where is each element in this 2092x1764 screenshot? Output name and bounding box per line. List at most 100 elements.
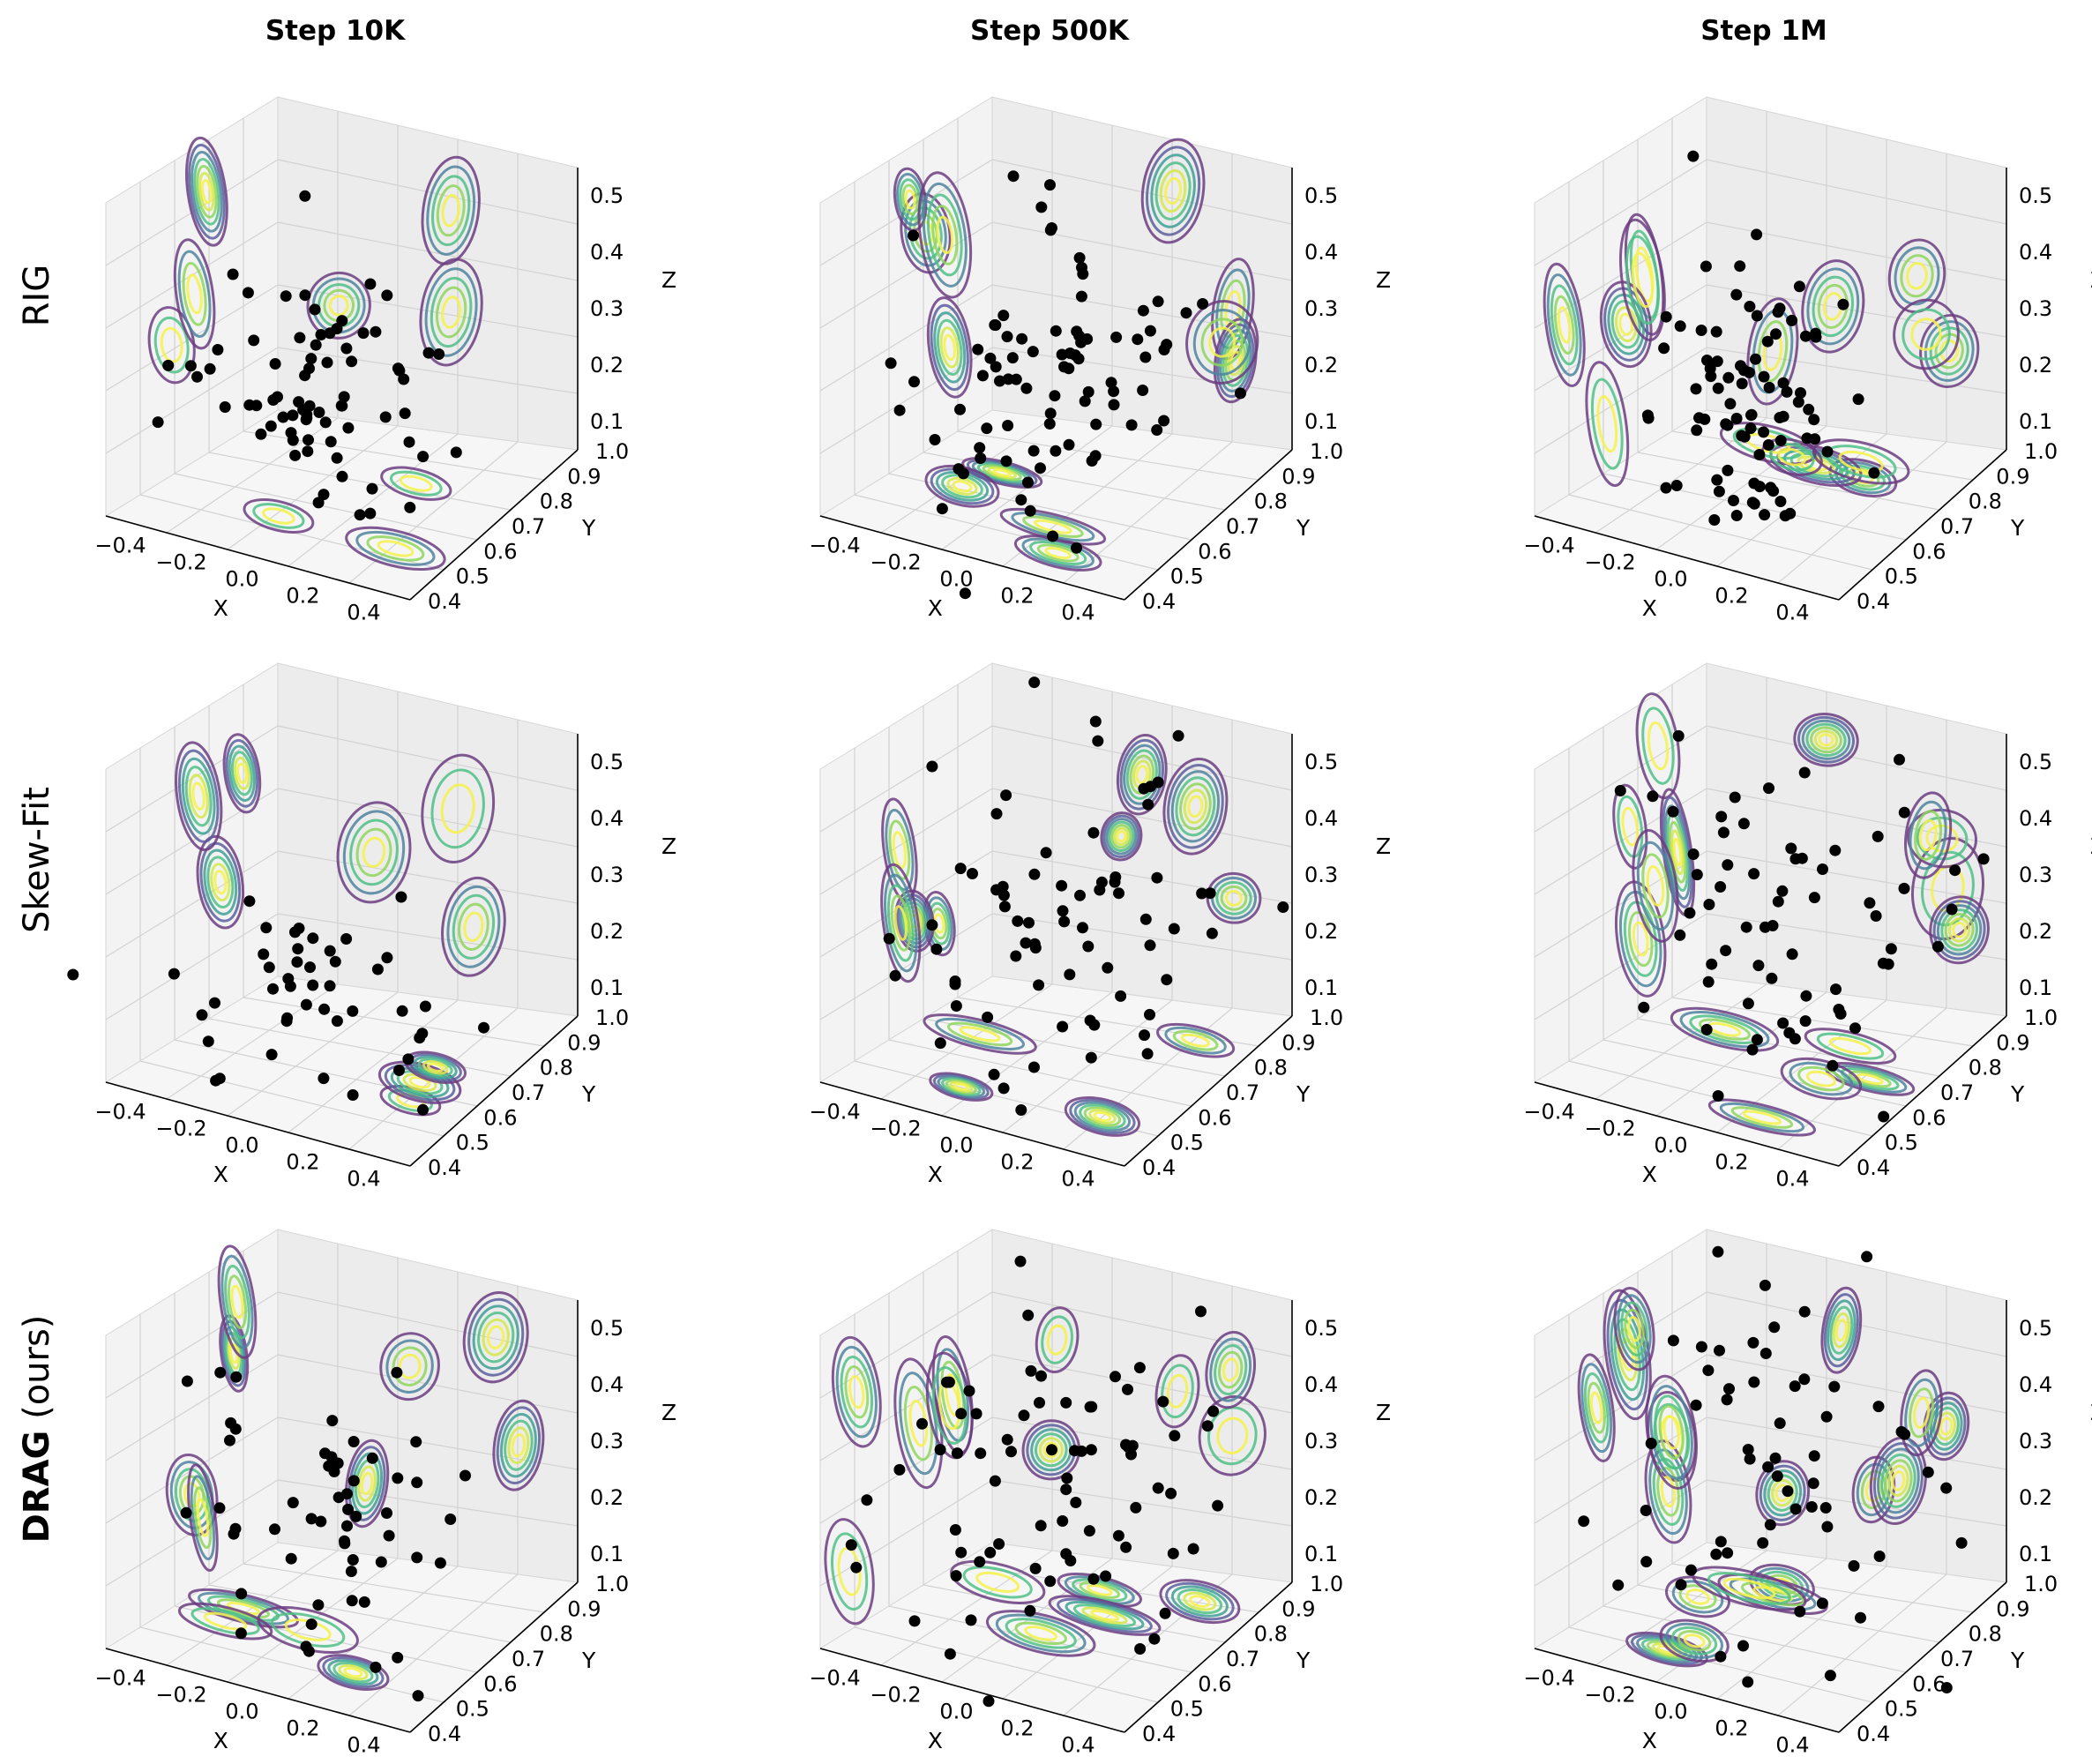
data-point [1740, 921, 1752, 933]
density-contour [1924, 320, 1975, 382]
data-point [1713, 485, 1725, 497]
density-contour [1820, 1286, 1863, 1374]
data-point [1076, 261, 1087, 273]
data-point [993, 1538, 1005, 1550]
density-contour [343, 1666, 363, 1678]
density-contour [1805, 722, 1847, 757]
data-point [934, 1037, 946, 1050]
data-point [1940, 1482, 1953, 1494]
data-point [1852, 393, 1864, 406]
z-tick-label: 0.5 [590, 750, 624, 774]
x-tick-label: 0.0 [939, 1133, 973, 1158]
density-contour [1813, 729, 1839, 751]
data-point [326, 1415, 339, 1427]
x-axis-label: X [213, 1728, 228, 1753]
data-point [162, 359, 175, 371]
data-point [243, 399, 256, 411]
density-contour [203, 848, 238, 916]
density-contour [322, 1656, 385, 1689]
x-tick-label: −0.2 [1584, 550, 1635, 575]
x-tick-label: −0.2 [1584, 1683, 1635, 1708]
data-point [1033, 979, 1045, 991]
subplot-8: −0.4−0.20.00.20.4 0.40.50.60.70.80.91.00.… [809, 1229, 1391, 1758]
density-contour [1557, 306, 1572, 344]
data-point [272, 391, 283, 403]
data-point [1829, 844, 1842, 856]
data-point [285, 1552, 297, 1565]
data-point [1695, 325, 1707, 336]
density-contour [1636, 841, 1675, 931]
density-contour [185, 136, 228, 247]
data-point [1035, 201, 1048, 213]
density-contour [1215, 880, 1252, 916]
data-point [1001, 1433, 1013, 1446]
data-point [1074, 889, 1086, 901]
density-contour [1546, 273, 1582, 377]
data-point [1015, 494, 1027, 506]
data-point [955, 1546, 968, 1558]
density-contour [1209, 1337, 1252, 1402]
density-contour [385, 1339, 434, 1394]
x-tick-label: −0.4 [94, 1666, 146, 1691]
z-tick-label: 0.3 [2019, 296, 2052, 321]
data-point [1715, 1536, 1727, 1548]
density-contour [1621, 806, 1640, 847]
density-contour [1613, 1287, 1655, 1372]
data-point [1065, 1555, 1077, 1566]
data-point [1201, 1420, 1214, 1432]
data-point [342, 422, 355, 434]
data-point [1046, 222, 1057, 234]
density-contour [835, 1345, 878, 1439]
data-point [1776, 885, 1789, 897]
density-contour [1934, 333, 1964, 370]
gridline [348, 441, 519, 584]
y-axis-line [1124, 449, 1293, 601]
density-contour [1222, 333, 1250, 387]
data-point [916, 1417, 928, 1430]
y-tick-label: 0.7 [1226, 1647, 1259, 1671]
density-contour [884, 873, 918, 973]
data-point [1057, 1515, 1069, 1527]
data-point [1670, 480, 1683, 491]
data-point [1025, 1364, 1037, 1377]
density-contour [1064, 1096, 1140, 1137]
data-point [908, 376, 920, 388]
density-contour [426, 165, 476, 256]
y-axis-line [409, 1015, 579, 1167]
data-point [1710, 1548, 1722, 1560]
data-point [1761, 335, 1774, 348]
density-contour [177, 749, 220, 843]
data-point [1151, 871, 1163, 884]
density-contour [1893, 298, 1960, 370]
data-point [1800, 990, 1812, 1002]
data-point [1764, 1519, 1776, 1531]
density-contour [1553, 295, 1575, 355]
subplot-1: −0.4−0.20.00.20.4 0.40.50.60.70.80.91.00.… [94, 96, 676, 625]
data-point [392, 1472, 404, 1484]
density-contour [985, 1610, 1096, 1657]
data-point [1722, 464, 1734, 476]
subplot-7: −0.4−0.20.00.20.4 0.40.50.60.70.80.91.00.… [94, 1229, 676, 1758]
density-contour [892, 831, 908, 870]
data-point [1672, 729, 1685, 742]
density-contour [222, 733, 262, 814]
data-point [1674, 929, 1686, 941]
density-contour [377, 540, 415, 557]
data-point [1770, 328, 1782, 340]
density-contour [831, 1335, 882, 1448]
z-tick-label: 0.5 [2019, 183, 2052, 208]
density-contour [1108, 820, 1135, 852]
density-contour [1901, 308, 1951, 361]
x-tick-label: −0.2 [155, 1683, 206, 1708]
data-point [340, 933, 353, 945]
density-contour [504, 1419, 534, 1471]
data-point [1612, 1579, 1625, 1591]
data-point [1057, 1020, 1069, 1033]
data-point [255, 428, 267, 440]
data-point [402, 1053, 415, 1065]
data-point [1837, 298, 1849, 310]
data-point [336, 470, 348, 482]
density-contour [1583, 1372, 1610, 1444]
data-point [305, 1618, 318, 1630]
density-contour [1789, 1061, 1854, 1096]
